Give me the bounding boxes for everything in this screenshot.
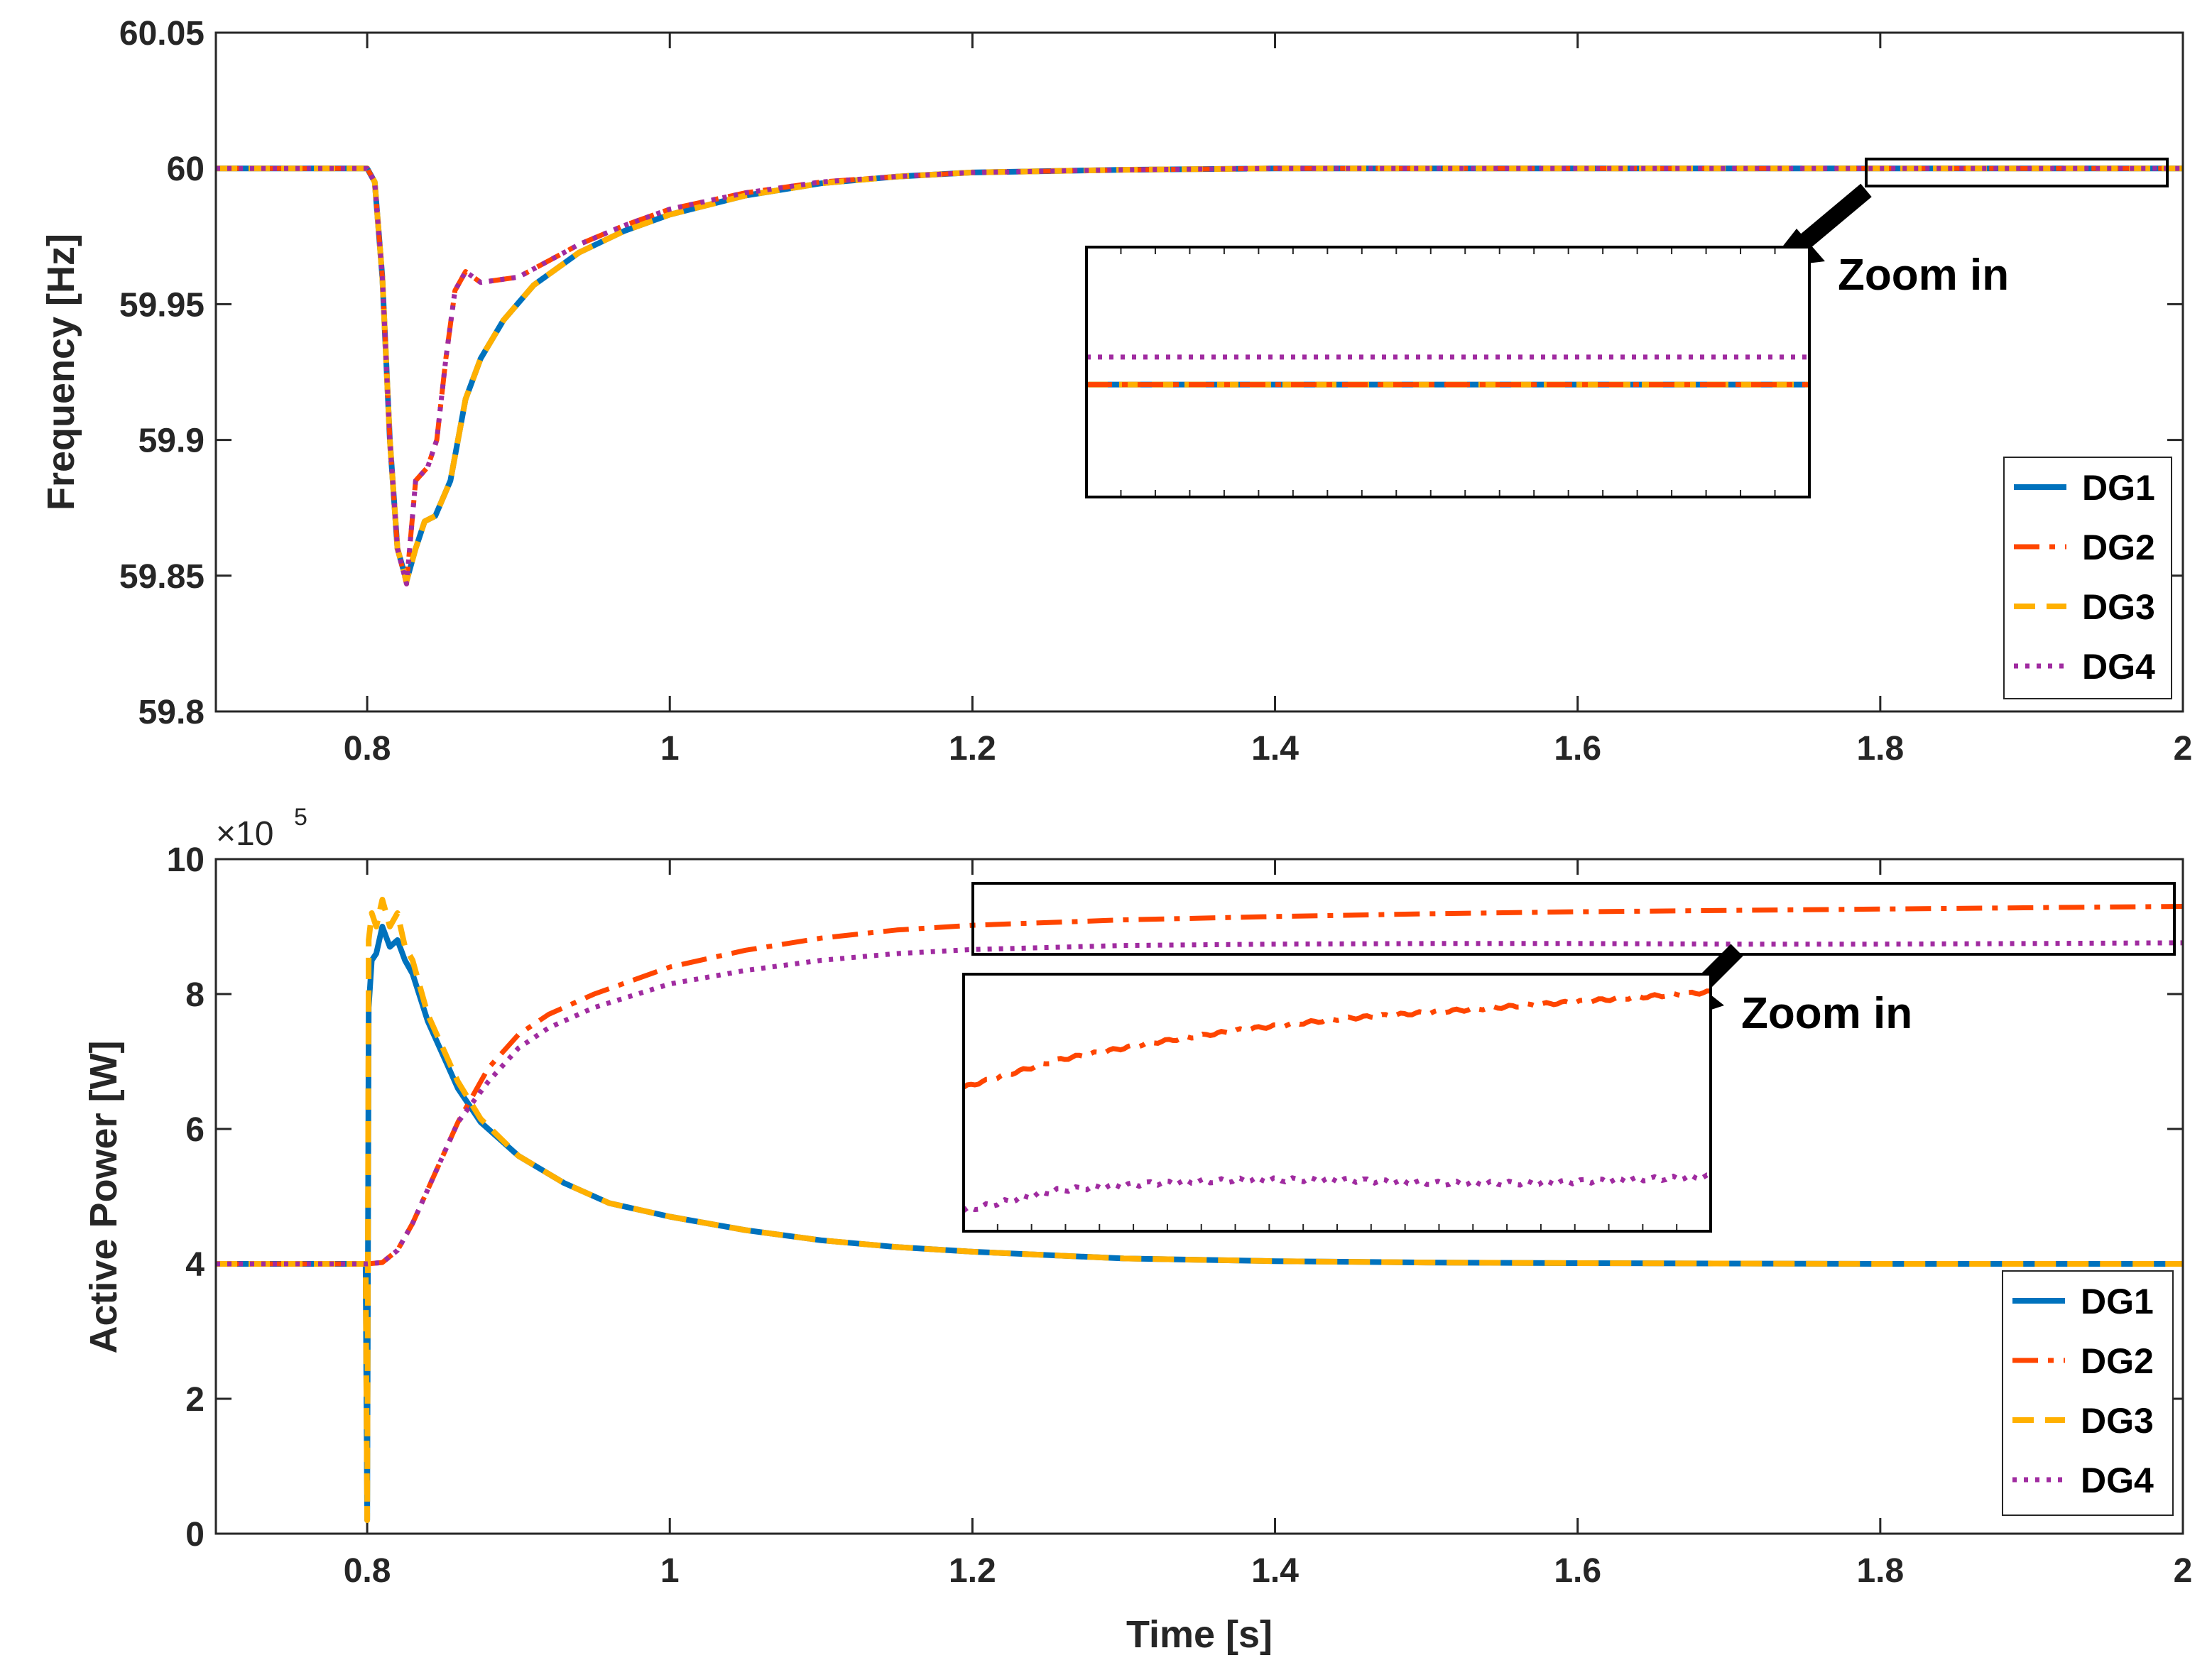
frequency-legend: DG1 DG2 DG3 DG4 xyxy=(2003,457,2172,699)
active-power-zoom-region xyxy=(971,882,2176,956)
series-dg2 xyxy=(216,904,2183,1267)
active-power-y-tick-labels: 0 2 4 6 8 10 xyxy=(167,841,205,1554)
x-tick-label: 1.2 xyxy=(949,1552,996,1590)
x-tick-label: 1.2 xyxy=(949,730,996,768)
y-tick-label: 4 xyxy=(185,1246,205,1284)
y-tick-label: 60.05 xyxy=(119,15,205,53)
active-power-chart: 0.8 1 1.2 1.4 1.6 1.8 2 0 2 4 6 8 10 Active Power [… xyxy=(82,804,2192,1656)
legend-label-dg3: DG3 xyxy=(2081,1401,2154,1441)
y-tick-label: 10 xyxy=(167,841,205,879)
frequency-series xyxy=(216,165,2183,586)
x-tick-label: 2 xyxy=(2174,1552,2193,1590)
active-power-x-tick-labels: 0.8 1 1.2 1.4 1.6 1.8 2 xyxy=(344,1552,2193,1590)
frequency-axes-box xyxy=(214,31,2184,713)
frequency-inset-series xyxy=(1086,354,1809,388)
y-tick-label: 0 xyxy=(185,1516,205,1554)
frequency-x-tick-labels: 0.8 1 1.2 1.4 1.6 1.8 2 xyxy=(344,730,2193,768)
x-tick-label: 1.4 xyxy=(1251,730,1299,768)
inset-series-dg4 xyxy=(964,1172,1711,1213)
frequency-inset xyxy=(1085,246,1811,498)
legend-label-dg4: DG4 xyxy=(2081,1461,2154,1500)
active-power-legend: DG1 DG2 DG3 DG4 xyxy=(2002,1270,2174,1516)
y-tick-label: 2 xyxy=(185,1381,205,1419)
active-power-zoom-annotation: Zoom in xyxy=(1741,989,1912,1038)
series-dg4 xyxy=(216,940,2183,1267)
time-x-axis-label: Time [s] xyxy=(1126,1613,1273,1656)
active-power-series xyxy=(216,897,2183,1523)
y-tick-label: 59.9 xyxy=(138,422,205,460)
series-dg3 xyxy=(216,897,2183,1523)
x-tick-label: 1.8 xyxy=(1856,730,1904,768)
frequency-chart: 0.8 1 1.2 1.4 1.6 1.8 2 59.8 59.85 59.9 59.95 60 60… xyxy=(40,15,2192,768)
legend-label-dg2: DG2 xyxy=(2082,528,2155,567)
x-tick-label: 1 xyxy=(660,730,680,768)
x-tick-label: 2 xyxy=(2174,730,2193,768)
legend-label-dg1: DG1 xyxy=(2081,1282,2154,1321)
y-tick-label: 59.95 xyxy=(119,286,205,324)
y-scale-factor: ×10 5 xyxy=(216,804,307,853)
legend-label-dg1: DG1 xyxy=(2082,468,2155,508)
x-tick-label: 1.4 xyxy=(1251,1552,1299,1590)
legend-label-dg4: DG4 xyxy=(2082,647,2155,687)
inset-series-dg2 xyxy=(964,988,1711,1090)
legend-label-dg2: DG2 xyxy=(2081,1341,2154,1381)
x-tick-label: 0.8 xyxy=(344,730,391,768)
x-tick-label: 1.6 xyxy=(1554,730,1601,768)
legend-label-dg3: DG3 xyxy=(2082,587,2155,627)
series-dg4 xyxy=(216,165,2183,586)
active-power-axes-box xyxy=(214,858,2184,1535)
frequency-zoom-region xyxy=(1865,158,2169,187)
frequency-y-axis-label: Frequency [Hz] xyxy=(40,234,82,511)
y-tick-label: 60 xyxy=(167,151,205,188)
svg-text:×10: ×10 xyxy=(216,815,273,853)
svg-text:5: 5 xyxy=(294,804,307,831)
frequency-y-tick-labels: 59.8 59.85 59.9 59.95 60 60.05 xyxy=(119,15,205,731)
active-power-y-axis-label: Active Power [W] xyxy=(82,1040,125,1353)
x-tick-label: 1.6 xyxy=(1554,1552,1601,1590)
y-tick-label: 6 xyxy=(185,1111,205,1149)
frequency-zoom-annotation: Zoom in xyxy=(1838,251,2009,300)
y-tick-label: 59.85 xyxy=(119,558,205,596)
active-power-inset xyxy=(962,973,1712,1233)
x-tick-label: 0.8 xyxy=(344,1552,391,1590)
y-tick-label: 59.8 xyxy=(138,694,205,731)
x-tick-label: 1.8 xyxy=(1856,1552,1904,1590)
y-tick-label: 8 xyxy=(185,976,205,1014)
active-power-inset-series xyxy=(964,988,1711,1213)
x-tick-label: 1 xyxy=(660,1552,680,1590)
